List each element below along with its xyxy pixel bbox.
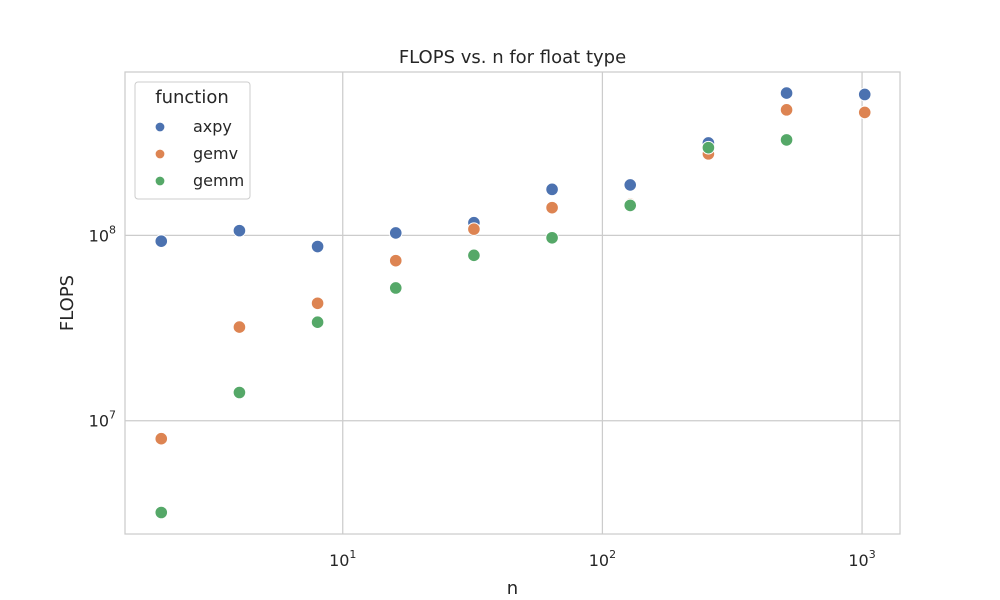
x-tick-label: 102 [589,548,616,570]
grid-lines [125,72,900,534]
data-point-axpy [623,178,638,192]
legend-box [134,81,251,200]
x-tick-labels: 101 102 103 [329,548,876,570]
legend-title: function [155,87,229,108]
y-tick-label: 108 [89,223,116,245]
data-point-axpy [779,86,794,100]
x-tick-label: 103 [848,548,875,570]
data-point-gemv [779,103,794,117]
data-point-gemv [467,222,481,236]
data-point-axpy [545,182,559,197]
data-points [154,86,872,520]
data-point-gemm [701,140,716,155]
data-point-gemv [310,296,325,311]
data-point-gemv [545,200,559,215]
legend-label-gemv: gemv [193,144,238,163]
legend-label-axpy: axpy [193,117,232,136]
data-point-gemm [310,315,325,329]
data-point-gemv [232,320,247,334]
legend-marker-axpy [154,121,166,133]
data-point-axpy [232,223,247,238]
legend-marker-gemm [154,175,166,187]
data-point-axpy [857,87,872,102]
y-axis-label: FLOPS [57,275,78,331]
x-tick-label: 101 [329,548,356,570]
data-point-gemm [154,505,169,520]
plot-frame [124,71,901,535]
data-point-gemm [467,248,481,263]
y-tick-labels: 107 108 [89,223,116,430]
legend-label-gemm: gemm [193,171,244,190]
data-point-axpy [310,239,325,254]
data-point-gemm [779,133,794,147]
x-axis-label: n [507,578,518,599]
data-point-gemv [857,105,872,120]
y-tick-label: 107 [89,409,116,431]
plot-area [125,72,900,534]
legend-marker-gemv [154,148,166,160]
legend: function axpy gemv gemm [134,81,251,200]
data-point-axpy [154,234,169,248]
data-point-gemm [545,230,559,245]
data-point-axpy [388,226,403,240]
data-point-gemv [154,431,169,446]
chart-title: FLOPS vs. n for float type [399,47,626,68]
data-point-gemv [388,253,403,268]
data-point-gemm [623,198,638,213]
data-point-gemm [232,385,247,400]
data-point-gemm [388,281,403,295]
